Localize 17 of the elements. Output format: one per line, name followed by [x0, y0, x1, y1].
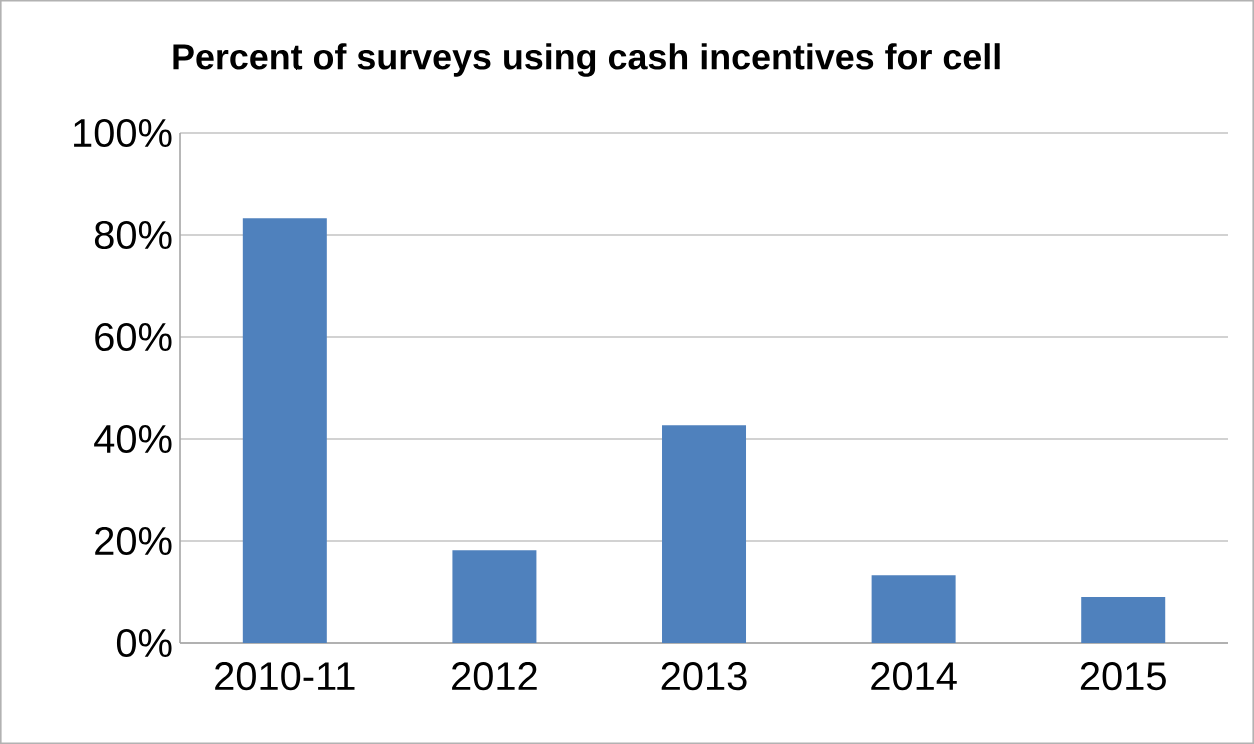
- x-tick-label: 2015: [1080, 662, 1166, 691]
- x-tick-label: 2013: [661, 662, 747, 691]
- x-tick-label: 2014: [871, 662, 957, 691]
- bar: [242, 218, 327, 643]
- bar: [452, 550, 537, 643]
- bar: [1081, 597, 1166, 643]
- chart-title: Percent of surveys using cash incentives for cell: [173, 43, 1000, 77]
- y-tick-label: 100%: [74, 118, 172, 148]
- y-tick-label: 60%: [95, 322, 172, 352]
- y-tick-label: 0%: [116, 628, 172, 658]
- y-tick-label: 40%: [94, 424, 172, 454]
- bar: [871, 575, 956, 643]
- x-tick-label: 2012: [452, 662, 537, 691]
- x-tick-label: 2010-11: [215, 662, 355, 691]
- y-tick-label: 20%: [95, 526, 172, 556]
- bar: [662, 425, 747, 643]
- y-tick-label: 80%: [94, 220, 172, 250]
